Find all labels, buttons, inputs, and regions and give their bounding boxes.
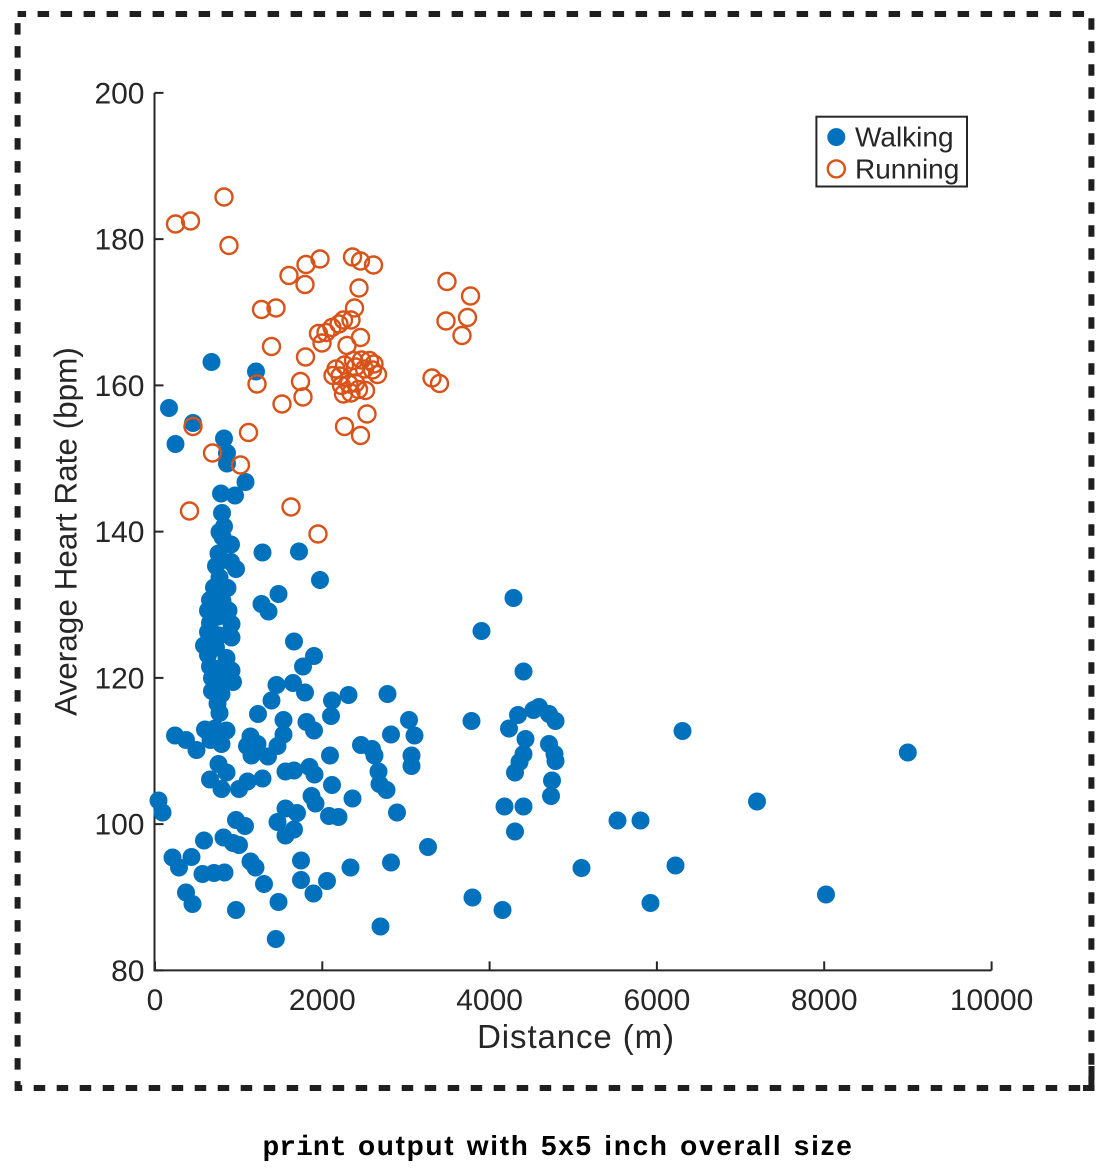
svg-text:160: 160: [94, 370, 144, 403]
svg-text:print output with 5x5 inch ove: print output with 5x5 inch overall size: [263, 1130, 854, 1164]
svg-text:Walking: Walking: [855, 122, 954, 153]
svg-text:2000: 2000: [289, 984, 356, 1017]
svg-text:140: 140: [94, 516, 144, 549]
svg-text:Average Heart Rate (bpm): Average Heart Rate (bpm): [48, 347, 84, 716]
svg-text:180: 180: [94, 224, 144, 257]
svg-text:0: 0: [147, 984, 164, 1017]
svg-text:120: 120: [94, 662, 144, 695]
svg-text:10000: 10000: [950, 984, 1033, 1017]
svg-text:Running: Running: [855, 154, 959, 185]
svg-text:80: 80: [111, 955, 144, 988]
svg-text:Distance (m): Distance (m): [477, 1018, 675, 1055]
svg-text:100: 100: [94, 809, 144, 842]
svg-text:6000: 6000: [624, 984, 691, 1017]
svg-text:200: 200: [94, 77, 144, 110]
svg-text:4000: 4000: [456, 984, 523, 1017]
svg-text:8000: 8000: [791, 984, 858, 1017]
